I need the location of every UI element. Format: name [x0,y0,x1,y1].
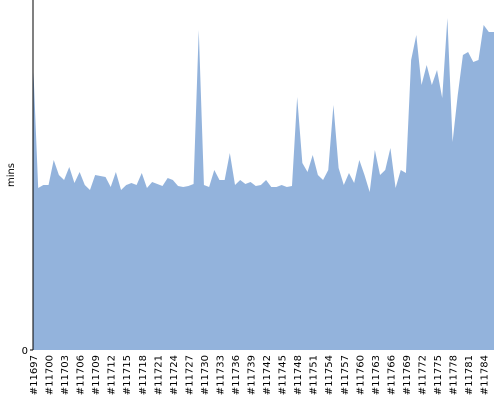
x-tick-label: #11769 [402,355,413,395]
x-tick-label: #11703 [60,355,71,395]
x-tick-label: #11736 [231,355,242,395]
y-tick-label: 0 [22,346,28,357]
x-tick-label: #11697 [29,355,40,395]
x-tick-label: #11775 [433,355,444,395]
x-tick-label: #11772 [417,355,428,395]
x-tick-label: #11727 [184,355,195,395]
x-tick-label: #11718 [138,355,149,395]
x-tick-label: #11715 [122,355,133,395]
x-tick-label: #11751 [309,355,320,395]
x-tick-label: #11706 [76,355,87,395]
x-tick-label: #11763 [371,355,382,395]
area [33,18,494,350]
x-tick-label: #11709 [91,355,102,395]
x-tick-label: #11766 [386,355,397,395]
x-tick-label: #11784 [480,355,491,395]
x-tick-label: #11748 [293,355,304,395]
x-tick-label: #11730 [200,355,211,395]
x-tick-label: #11721 [153,355,164,395]
x-tick-label: #11778 [449,355,460,395]
x-tick-label: #11745 [278,355,289,395]
x-tick-label: #11712 [107,355,118,395]
x-tick-label: #11739 [247,355,258,395]
x-tick-label: #11733 [215,355,226,395]
x-tick-label: #11700 [45,355,56,395]
x-tick-label: #11724 [169,355,180,395]
x-tick-label: #11781 [464,355,475,395]
x-tick-label: #11760 [355,355,366,395]
x-tick-label: #11742 [262,355,273,395]
x-tick-label: #11754 [324,355,335,395]
x-tick-label: #11757 [340,355,351,395]
y-axis-label: mins [6,163,17,187]
